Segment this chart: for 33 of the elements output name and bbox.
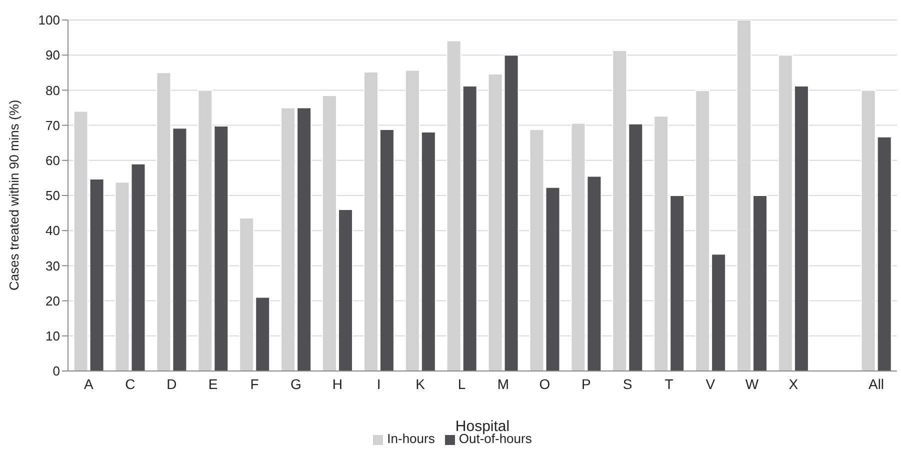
y-tick-label: 90 (46, 48, 60, 63)
y-tick-label: 60 (46, 153, 60, 168)
y-tick-label: 30 (46, 258, 60, 274)
y-tick-label: 70 (46, 118, 60, 133)
legend-label: In-hours (387, 431, 435, 446)
x-tick-label: P (581, 376, 591, 392)
y-tick-label: 100 (38, 12, 60, 28)
x-tick-label: A (84, 376, 94, 392)
x-tick-label: G (290, 376, 302, 392)
y-tick-label: 0 (52, 364, 60, 379)
x-tick-label: K (416, 376, 426, 392)
x-tick-label: F (250, 376, 259, 392)
y-tick-label: 20 (46, 293, 60, 308)
y-tick-label: 40 (46, 223, 60, 238)
y-axis-title: Cases treated within 90 mins (%) (6, 100, 22, 290)
x-tick-label: D (166, 376, 177, 392)
x-tick-label: O (539, 376, 550, 392)
x-tick-label: C (125, 376, 136, 392)
x-axis-title: Hospital (455, 418, 510, 435)
y-tick-label: 80 (46, 82, 60, 98)
x-tick-label: H (332, 376, 342, 392)
x-tick-label: M (497, 376, 510, 392)
x-tick-label: V (706, 376, 716, 392)
x-tick-label: E (208, 376, 218, 392)
x-tick-label: W (745, 376, 760, 392)
y-tick-label: 50 (46, 188, 60, 204)
x-tick-label: All (868, 376, 884, 392)
x-tick-label: L (458, 376, 466, 392)
y-tick-label: 10 (46, 328, 60, 344)
x-tick-label: X (788, 376, 799, 392)
x-tick-label: S (622, 376, 632, 392)
x-tick-label: T (664, 376, 674, 392)
x-tick-label: I (376, 376, 381, 392)
